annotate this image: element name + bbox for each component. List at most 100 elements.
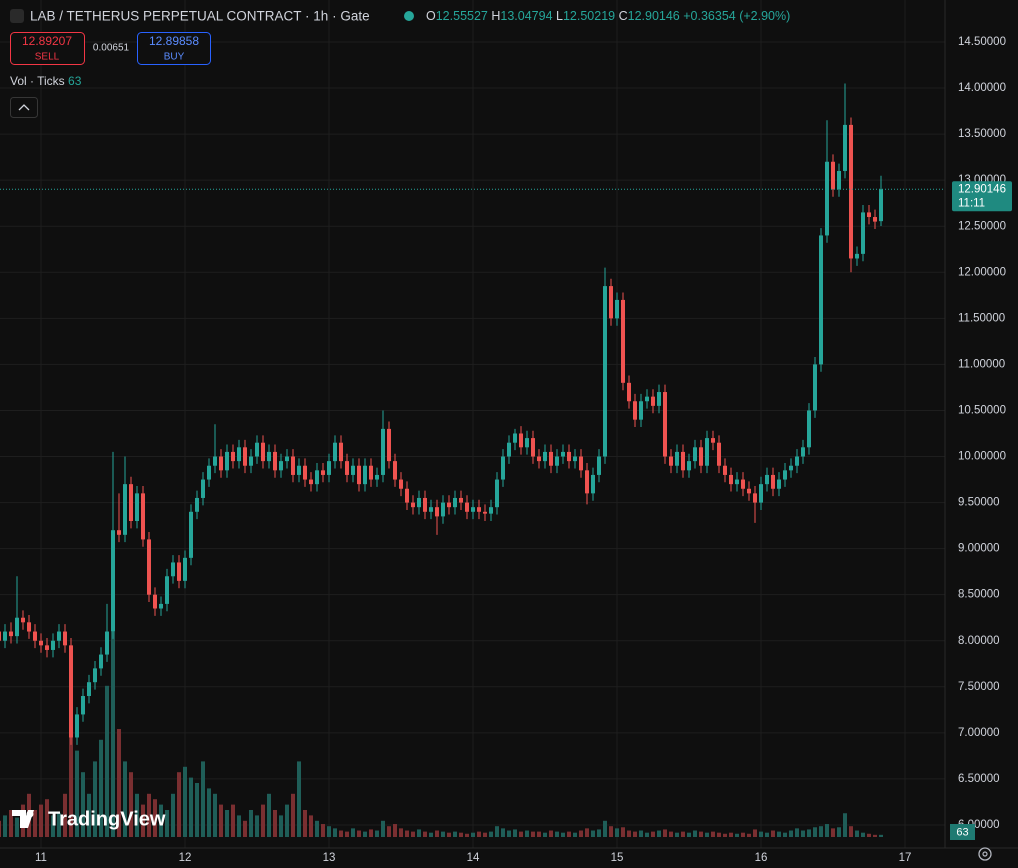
candle-body xyxy=(615,299,619,319)
volume-bar xyxy=(333,828,337,837)
volume-bar xyxy=(753,829,757,837)
candle-body xyxy=(429,507,433,512)
x-tick-label: 17 xyxy=(899,852,912,864)
candle-body xyxy=(795,456,799,466)
candle-body xyxy=(123,484,127,535)
candle-body xyxy=(291,456,295,475)
volume-bar xyxy=(705,832,709,837)
volume-bar xyxy=(297,761,301,837)
candle-body xyxy=(399,479,403,489)
volume-bar xyxy=(735,833,739,837)
volume-bar xyxy=(93,761,97,837)
volume-bar xyxy=(327,826,331,837)
collapse-box[interactable] xyxy=(10,97,38,118)
candle-body xyxy=(267,451,271,462)
candle-body xyxy=(183,557,187,581)
y-tick-label: 13.50000 xyxy=(958,128,1006,140)
candle-body xyxy=(219,456,223,471)
volume-bar xyxy=(579,830,583,837)
candle-body xyxy=(279,461,283,471)
sell-price[interactable]: 12.89207 xyxy=(22,34,72,48)
sell-button[interactable]: 12.89207 SELL xyxy=(10,32,85,65)
candle-body xyxy=(621,299,625,383)
sell-label[interactable]: SELL xyxy=(35,52,60,63)
buy-price[interactable]: 12.89858 xyxy=(149,34,199,48)
candle-body xyxy=(93,668,97,683)
volume-bar xyxy=(777,831,781,837)
candle-body xyxy=(831,161,835,190)
volume-bar xyxy=(249,810,253,837)
ohlc-label: H xyxy=(491,9,500,23)
candle-body xyxy=(549,451,553,466)
candle-body xyxy=(441,502,445,517)
candle-body xyxy=(327,461,331,475)
volume-bar xyxy=(123,761,127,837)
brand-logo: TradingView xyxy=(12,808,166,830)
candle-body xyxy=(447,502,451,508)
volume-bar xyxy=(141,804,145,837)
candle-body xyxy=(177,562,181,581)
volume-bar xyxy=(645,832,649,837)
candle-body xyxy=(855,253,859,259)
collapse-button[interactable] xyxy=(10,97,38,118)
volume-bar xyxy=(675,832,679,837)
volume-bar xyxy=(849,826,853,837)
volume-bar xyxy=(609,826,613,837)
candle-body xyxy=(555,456,559,466)
volume-bar xyxy=(597,829,601,837)
candle-body xyxy=(627,382,631,402)
candle-body xyxy=(567,451,571,462)
volume-axis-label: 63 xyxy=(950,824,975,840)
header: LAB / TETHERUS PERPETUAL CONTRACT · 1h ·… xyxy=(10,9,790,24)
volume-bar xyxy=(465,833,469,837)
candle-body xyxy=(111,530,115,632)
candle-body xyxy=(303,465,307,480)
settings-button[interactable] xyxy=(978,847,992,861)
volume-bar xyxy=(261,804,265,837)
candle-body xyxy=(363,465,367,485)
candle-body xyxy=(681,451,685,471)
volume-bar xyxy=(69,718,73,837)
buy-box[interactable] xyxy=(137,32,211,65)
candle-body xyxy=(33,631,37,641)
volume-bar xyxy=(81,772,85,837)
y-tick-label: 10.50000 xyxy=(958,404,1006,416)
buy-label[interactable]: BUY xyxy=(164,52,185,63)
volume-bar xyxy=(303,810,307,837)
candle-body xyxy=(561,451,565,457)
volume-bar xyxy=(387,826,391,837)
volume-bar xyxy=(747,833,751,837)
candle-body xyxy=(285,456,289,462)
volume-bar xyxy=(87,793,91,837)
volume-bar xyxy=(3,815,7,837)
volume-bar xyxy=(651,831,655,837)
candle-body xyxy=(51,640,55,650)
ohlc-value: 12.90146 xyxy=(628,9,680,23)
settings-icon[interactable] xyxy=(982,851,988,857)
volume-legend: Vol · Ticks 63 xyxy=(10,74,82,88)
grid xyxy=(0,0,945,848)
buy-button[interactable]: 12.89858 BUY xyxy=(137,32,211,65)
volume-bar xyxy=(819,826,823,837)
candle-body xyxy=(339,442,343,462)
volume-bar xyxy=(45,799,49,837)
candle-body xyxy=(471,507,475,512)
candle-body xyxy=(465,502,469,512)
candle-body xyxy=(63,631,67,646)
volume-bar xyxy=(603,820,607,837)
volume-bar xyxy=(657,830,661,837)
volume-bar xyxy=(441,831,445,837)
settings-icon[interactable] xyxy=(978,847,992,861)
volume-bar xyxy=(759,831,763,837)
candle-body xyxy=(135,493,139,521)
volume-bar xyxy=(723,833,727,837)
candle-body xyxy=(807,410,811,448)
volume-bar xyxy=(843,813,847,837)
sell-box[interactable] xyxy=(10,32,85,65)
volume-bar xyxy=(15,817,19,837)
collapse-icon[interactable] xyxy=(18,104,30,111)
candle-body xyxy=(789,465,793,471)
candle-body xyxy=(879,189,883,222)
ohlc-label: L xyxy=(556,9,563,23)
candle-body xyxy=(189,511,193,558)
